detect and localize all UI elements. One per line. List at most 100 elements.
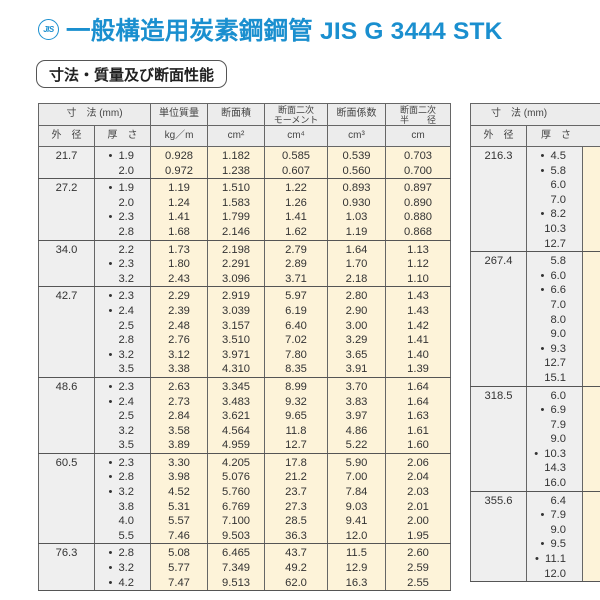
radius-of-gyration-cell: 1.43 1.43 1.42 1.41 1.40 1.39	[385, 286, 452, 378]
unit-mass-value: 0.972	[165, 164, 194, 177]
thickness-text: 3.2	[118, 272, 135, 285]
thickness-text: 7.9	[550, 509, 566, 522]
moment-of-inertia-value: 28.5	[285, 515, 307, 528]
area-value: 4.205	[222, 456, 251, 469]
unit-mass-value: 3.98	[168, 471, 190, 484]
radius-of-gyration-value: 2.59	[407, 562, 429, 575]
unit-mass-cell: 3.30 3.98 4.52 5.31 5.57 7.46	[150, 452, 209, 545]
thickness-text: 2.3	[118, 211, 135, 224]
thickness-value: • 6.9	[527, 403, 566, 418]
section-modulus-value: 0.930	[342, 196, 371, 209]
section-modulus-cell: 0.893 0.930 1.03 1.19	[327, 178, 387, 241]
unit-cm3: cm³	[327, 125, 387, 147]
header-modulus: 断面係数	[327, 103, 387, 126]
thickness-cell: • 2.3 • 2.8 • 3.2 3.8 4.0 5.5	[93, 452, 152, 545]
radius-of-gyration-value: 2.55	[407, 576, 429, 589]
jis-standard-mark: •	[535, 553, 539, 566]
thickness-value: • 9.5	[527, 537, 566, 552]
table-row-group: 42.7 • 2.3 • 2.4 2.5 2.8 • 3.2 3.5 2.29 2.39 2.48 2.7…	[38, 286, 452, 378]
thickness-value: 9.0	[527, 432, 566, 447]
unit-mass-value: 5.08	[168, 547, 190, 560]
moment-of-inertia-value: 0.585	[282, 150, 311, 162]
radius-of-gyration-value: 2.03	[407, 486, 429, 499]
header-thickness-right: 厚 さ	[526, 125, 600, 147]
radius-of-gyration-cell: 1.13 1.12 1.10	[385, 239, 452, 288]
thickness-value: • 9.3	[527, 342, 566, 357]
moment-of-inertia-value: 7.02	[285, 334, 307, 347]
thickness-text: 3.5	[118, 363, 135, 376]
thickness-value: • 2.4	[95, 395, 134, 410]
section-modulus-value: 9.03	[345, 500, 368, 513]
header-outer-diameter: 外 径	[38, 125, 95, 147]
radius-of-gyration-value: 1.12	[407, 258, 429, 271]
section-modulus-value: 11.5	[346, 547, 367, 560]
outer-diameter-cell: 42.7	[38, 286, 95, 378]
jis-mark-icon: JIS	[38, 18, 59, 40]
thickness-cell: • 1.9 2.0 • 2.3 2.8	[93, 178, 152, 241]
thickness-value: 6.0	[527, 389, 566, 404]
outer-diameter-cell: 216.3	[470, 145, 527, 253]
moment-of-inertia-value: 11.8	[285, 424, 307, 437]
thickness-value: 3.5	[95, 362, 134, 377]
thickness-value: • 2.3	[95, 210, 134, 225]
unit-mass-value: 3.89	[168, 439, 190, 452]
section-modulus-cell: 11.5 12.9 16.3	[327, 543, 387, 592]
thickness-text: 3.5	[118, 439, 135, 452]
thickness-value: 7.0	[527, 193, 566, 208]
radius-of-gyration-value: 2.06	[407, 456, 429, 469]
thickness-text: 6.0	[550, 269, 566, 282]
section-modulus-value: 3.91	[345, 363, 368, 376]
thickness-text: 2.8	[118, 225, 135, 238]
radius-of-gyration-value: 1.42	[407, 319, 429, 332]
section-modulus-value: 5.22	[345, 439, 368, 452]
thickness-text: 12.7	[544, 357, 566, 370]
area-value: 6.769	[222, 500, 251, 513]
thickness-text: 14.3	[544, 462, 566, 475]
radius-of-gyration-value: 1.64	[407, 380, 429, 393]
table-row-group: 60.5 • 2.3 • 2.8 • 3.2 3.8 4.0 5.5 3.30 3.98 4.52 5.3…	[38, 452, 452, 545]
area-value: 4.310	[222, 363, 251, 376]
thickness-cell: 6.0 • 6.9 7.9 9.0 • 10.3 14.3 16.0	[526, 385, 583, 492]
thickness-text: 9.0	[550, 433, 566, 446]
area-value: 1.510	[222, 182, 251, 195]
thickness-value: 2.5	[95, 319, 134, 334]
jis-standard-mark: •	[540, 208, 545, 221]
thickness-value: 15.1	[527, 371, 566, 386]
radius-of-gyration-value: 1.95	[407, 529, 429, 542]
moment-of-inertia-value: 7.80	[285, 348, 307, 361]
unit-mass-value: 1.19	[168, 182, 190, 195]
area-value: 1.238	[222, 164, 251, 177]
moment-of-inertia-value: 6.19	[285, 304, 307, 317]
thickness-text: 2.8	[118, 547, 135, 560]
data-cell-cut-off	[582, 385, 600, 492]
thickness-text: 5.8	[550, 164, 566, 177]
table-row-group: 27.2 • 1.9 2.0 • 2.3 2.8 1.19 1.24 1.41 1.68 1.510 1…	[38, 178, 452, 241]
area-value: 3.621	[222, 410, 251, 423]
unit-mass-value: 1.80	[168, 258, 190, 271]
moment-of-inertia-value: 36.3	[285, 529, 307, 542]
thickness-value: 3.2	[95, 272, 134, 287]
thickness-text: 2.0	[118, 164, 135, 177]
thickness-value: 10.3	[527, 222, 566, 237]
header-area: 断面積	[207, 103, 266, 126]
section-modulus-value: 12.0	[345, 529, 368, 542]
thickness-value: 3.8	[95, 500, 134, 515]
table-row-group: 21.7 • 1.9 2.0 0.928 0.972 1.182 1.238 0.585 0.60…	[38, 145, 452, 180]
outer-diameter-cell: 60.5	[38, 452, 95, 545]
area-value: 3.157	[222, 319, 251, 332]
area-value: 3.483	[222, 395, 251, 408]
section-modulus-value: 3.70	[345, 380, 368, 393]
jis-standard-mark: •	[108, 290, 113, 303]
table-row-group: 48.6 • 2.3 • 2.4 2.5 3.2 3.5 2.63 2.73 2.84 3.58 3.8…	[38, 376, 452, 454]
area-value: 5.760	[222, 486, 251, 499]
area-cell: 6.465 7.349 9.513	[207, 543, 266, 592]
thickness-text: 7.9	[550, 418, 566, 431]
area-value: 7.349	[222, 562, 251, 575]
thickness-value: 2.0	[95, 164, 134, 179]
area-value: 2.919	[222, 290, 251, 303]
section-badge: 寸法・質量及び断面性能	[36, 60, 228, 88]
jis-standard-mark: •	[108, 547, 113, 560]
thickness-value: • 3.2	[95, 485, 134, 500]
section-modulus-value: 1.64	[345, 243, 368, 256]
section-modulus-value: 3.00	[345, 319, 368, 332]
